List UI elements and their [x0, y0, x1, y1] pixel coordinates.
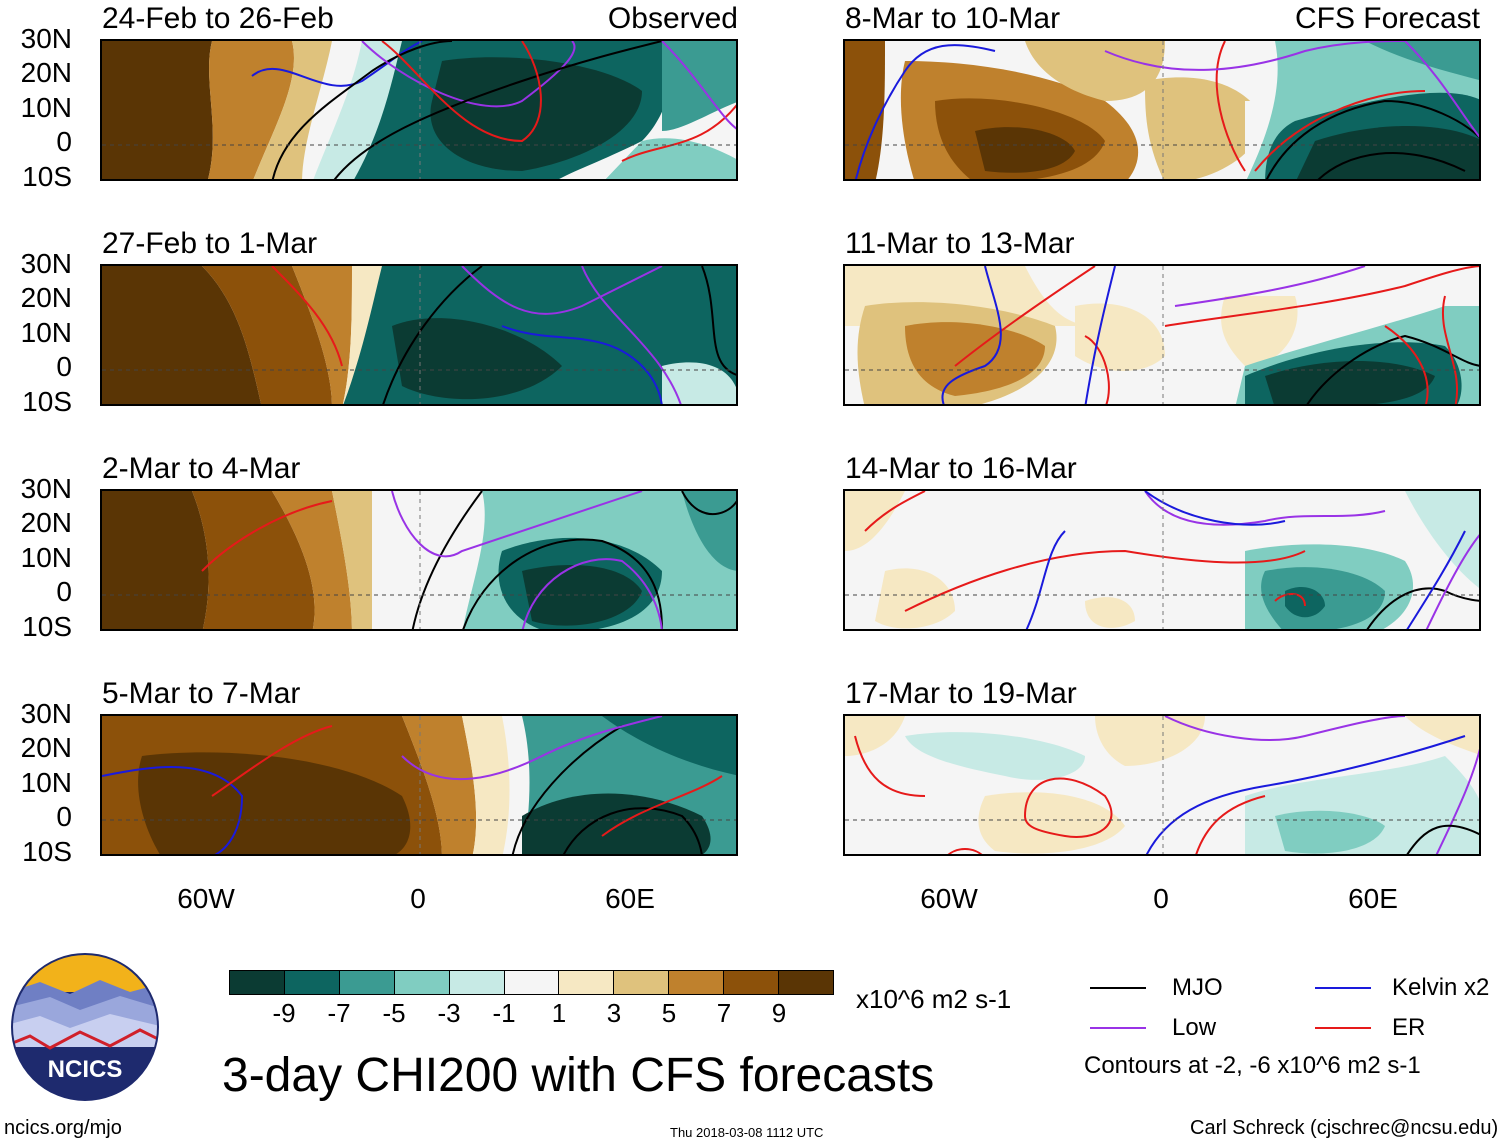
- lat-label-row1-1: 20N: [20, 57, 72, 88]
- colorbar-swatch: [613, 971, 669, 994]
- colorbar-units: x10^6 m2 s-1: [856, 984, 1012, 1014]
- lat-label-row4-0: 30N: [20, 698, 72, 729]
- footer-timestamp: Thu 2018-03-08 1112 UTC: [670, 1125, 824, 1140]
- legend-line-low: [1090, 1027, 1146, 1029]
- map-panel-obs-4: [100, 714, 738, 856]
- panel-title-fcst-2: 11-Mar to 13-Mar: [845, 227, 1075, 260]
- lat-label-row1-3: 0: [56, 126, 72, 157]
- lat-label-row2-2: 10N: [20, 317, 72, 348]
- legend-line-er: [1315, 1027, 1371, 1029]
- colorbar-tick-label: 1: [551, 998, 567, 1028]
- lon-label-left-0: 0: [410, 883, 426, 914]
- map-panel-obs-2: [100, 264, 738, 406]
- lon-label-right-60w: 60W: [920, 883, 978, 914]
- map-panel-fcst-4: [843, 714, 1481, 856]
- panel-title-obs-3: 2-Mar to 4-Mar: [102, 452, 301, 485]
- footer-url[interactable]: ncics.org/mjo: [4, 1117, 122, 1139]
- lat-label-row2-4: 10S: [22, 386, 72, 417]
- main-title: 3-day CHI200 with CFS forecasts: [222, 1049, 935, 1102]
- lat-label-row1-0: 30N: [20, 23, 72, 54]
- lon-label-left-60e: 60E: [605, 883, 655, 914]
- colorbar-swatch: [503, 971, 559, 994]
- contour-note: Contours at -2, -6 x10^6 m2 s-1: [1084, 1052, 1421, 1079]
- panel-title-obs-4: 5-Mar to 7-Mar: [102, 677, 301, 710]
- colorbar-tick-label: -1: [492, 998, 516, 1028]
- lat-label-row4-4: 10S: [22, 836, 72, 867]
- colorbar-swatch: [230, 971, 284, 994]
- lat-label-row1-2: 10N: [20, 92, 72, 123]
- panel-title-fcst-1: 8-Mar to 10-Mar: [845, 2, 1061, 35]
- colorbar-swatch: [778, 971, 833, 994]
- lat-label-row4-1: 20N: [20, 732, 72, 763]
- legend-line-mjo: [1090, 987, 1146, 989]
- colorbar-tick-label: -9: [272, 998, 296, 1028]
- legend-label-mjo: MJO: [1172, 974, 1223, 1001]
- colorbar-tick-label: -7: [327, 998, 351, 1028]
- panel-title-obs-2: 27-Feb to 1-Mar: [102, 227, 318, 260]
- lat-label-row3-3: 0: [56, 576, 72, 607]
- map-panel-obs-1: [100, 39, 738, 181]
- legend-label-er: ER: [1392, 1014, 1426, 1041]
- colorbar-swatch: [723, 971, 779, 994]
- colorbar-swatch: [558, 971, 614, 994]
- ncics-logo: NCICS: [10, 952, 160, 1102]
- colorbar-tick-label: 9: [771, 998, 787, 1028]
- colorbar-tick-label: 5: [661, 998, 677, 1028]
- legend-line-kelvin: [1315, 987, 1371, 989]
- map-panel-obs-3: [100, 489, 738, 631]
- colorbar-swatch: [283, 971, 339, 994]
- panel-title-fcst-3: 14-Mar to 16-Mar: [845, 452, 1077, 485]
- colorbar-tick-label: 3: [606, 998, 622, 1028]
- observed-tag: Observed: [607, 2, 738, 35]
- lon-label-right-60e: 60E: [1348, 883, 1398, 914]
- footer-author: Carl Schreck (cjschrec@ncsu.edu): [1190, 1117, 1499, 1139]
- map-panel-fcst-3: [843, 489, 1481, 631]
- colorbar-swatch: [448, 971, 504, 994]
- lat-label-row3-0: 30N: [20, 473, 72, 504]
- lon-label-right-0: 0: [1153, 883, 1169, 914]
- lat-label-row2-0: 30N: [20, 248, 72, 279]
- forecast-tag: CFS Forecast: [1294, 2, 1480, 35]
- map-panel-fcst-2: [843, 264, 1481, 406]
- lat-label-row3-2: 10N: [20, 542, 72, 573]
- lon-label-left-60w: 60W: [177, 883, 235, 914]
- lat-label-row3-4: 10S: [22, 611, 72, 642]
- lat-label-row3-1: 20N: [20, 507, 72, 538]
- lat-label-row2-3: 0: [56, 351, 72, 382]
- legend-label-low: Low: [1172, 1014, 1217, 1041]
- panel-title-fcst-4: 17-Mar to 19-Mar: [845, 677, 1077, 710]
- colorbar-swatch: [668, 971, 724, 994]
- panel-title-obs-1: 24-Feb to 26-Feb: [102, 2, 334, 35]
- colorbar-swatch: [338, 971, 394, 994]
- legend-label-kelvin: Kelvin x2: [1392, 974, 1490, 1001]
- colorbar: [229, 970, 834, 995]
- map-panel-fcst-1: [843, 39, 1481, 181]
- lat-label-row4-3: 0: [56, 801, 72, 832]
- lat-label-row4-2: 10N: [20, 767, 72, 798]
- colorbar-swatch: [393, 971, 449, 994]
- lat-label-row2-1: 20N: [20, 282, 72, 313]
- lat-label-row1-4: 10S: [22, 161, 72, 192]
- logo-text: NCICS: [48, 1056, 123, 1083]
- colorbar-tick-label: -3: [437, 998, 461, 1028]
- colorbar-tick-label: 7: [716, 998, 732, 1028]
- colorbar-tick-label: -5: [382, 998, 406, 1028]
